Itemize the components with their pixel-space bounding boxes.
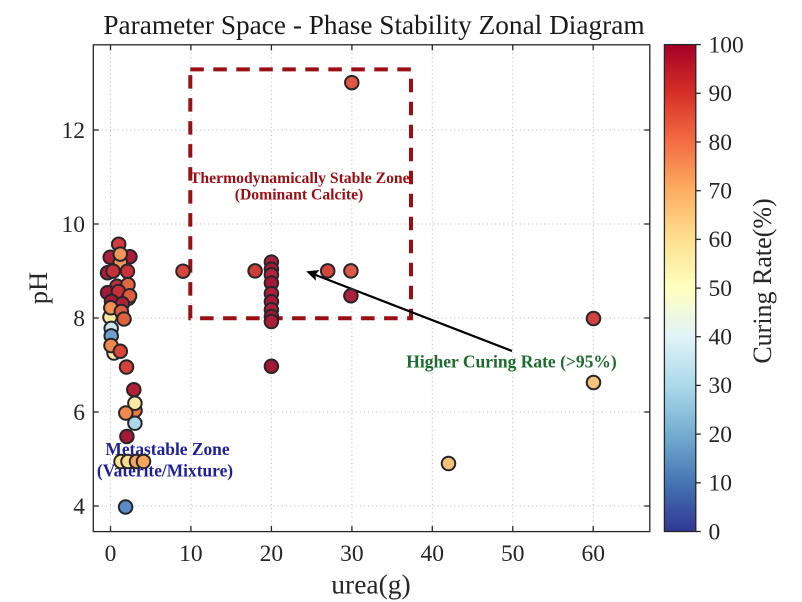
svg-text:30: 30 — [709, 373, 733, 399]
svg-text:10: 10 — [62, 212, 86, 238]
svg-text:70: 70 — [709, 179, 733, 205]
svg-text:Thermodynamically Stable Zone: Thermodynamically Stable Zone — [190, 170, 410, 187]
svg-text:50: 50 — [501, 541, 525, 567]
svg-text:0: 0 — [105, 541, 117, 567]
svg-text:4: 4 — [73, 494, 85, 520]
svg-text:50: 50 — [709, 276, 733, 302]
svg-text:30: 30 — [340, 541, 364, 567]
svg-text:0: 0 — [709, 519, 721, 545]
svg-text:Curing Rate(%): Curing Rate(%) — [748, 198, 777, 363]
svg-text:10: 10 — [709, 471, 733, 497]
svg-text:urea(g): urea(g) — [331, 569, 410, 600]
svg-text:60: 60 — [709, 227, 733, 253]
svg-text:Parameter Space - Phase Stabil: Parameter Space - Phase Stability Zonal … — [103, 10, 644, 40]
svg-text:(Dominant Calcite): (Dominant Calcite) — [235, 187, 364, 204]
svg-text:8: 8 — [73, 306, 85, 332]
svg-text:pH: pH — [23, 272, 53, 304]
svg-text:90: 90 — [709, 81, 733, 107]
svg-text:12: 12 — [62, 118, 86, 144]
svg-text:20: 20 — [260, 541, 284, 567]
svg-text:10: 10 — [179, 541, 203, 567]
svg-text:80: 80 — [709, 130, 733, 156]
svg-text:100: 100 — [709, 32, 744, 58]
svg-text:6: 6 — [73, 400, 85, 426]
svg-text:20: 20 — [709, 422, 733, 448]
svg-text:Higher Curing Rate (>95%): Higher Curing Rate (>95%) — [406, 351, 617, 371]
svg-text:40: 40 — [709, 325, 733, 351]
svg-text:60: 60 — [581, 541, 605, 567]
svg-text:40: 40 — [421, 541, 445, 567]
